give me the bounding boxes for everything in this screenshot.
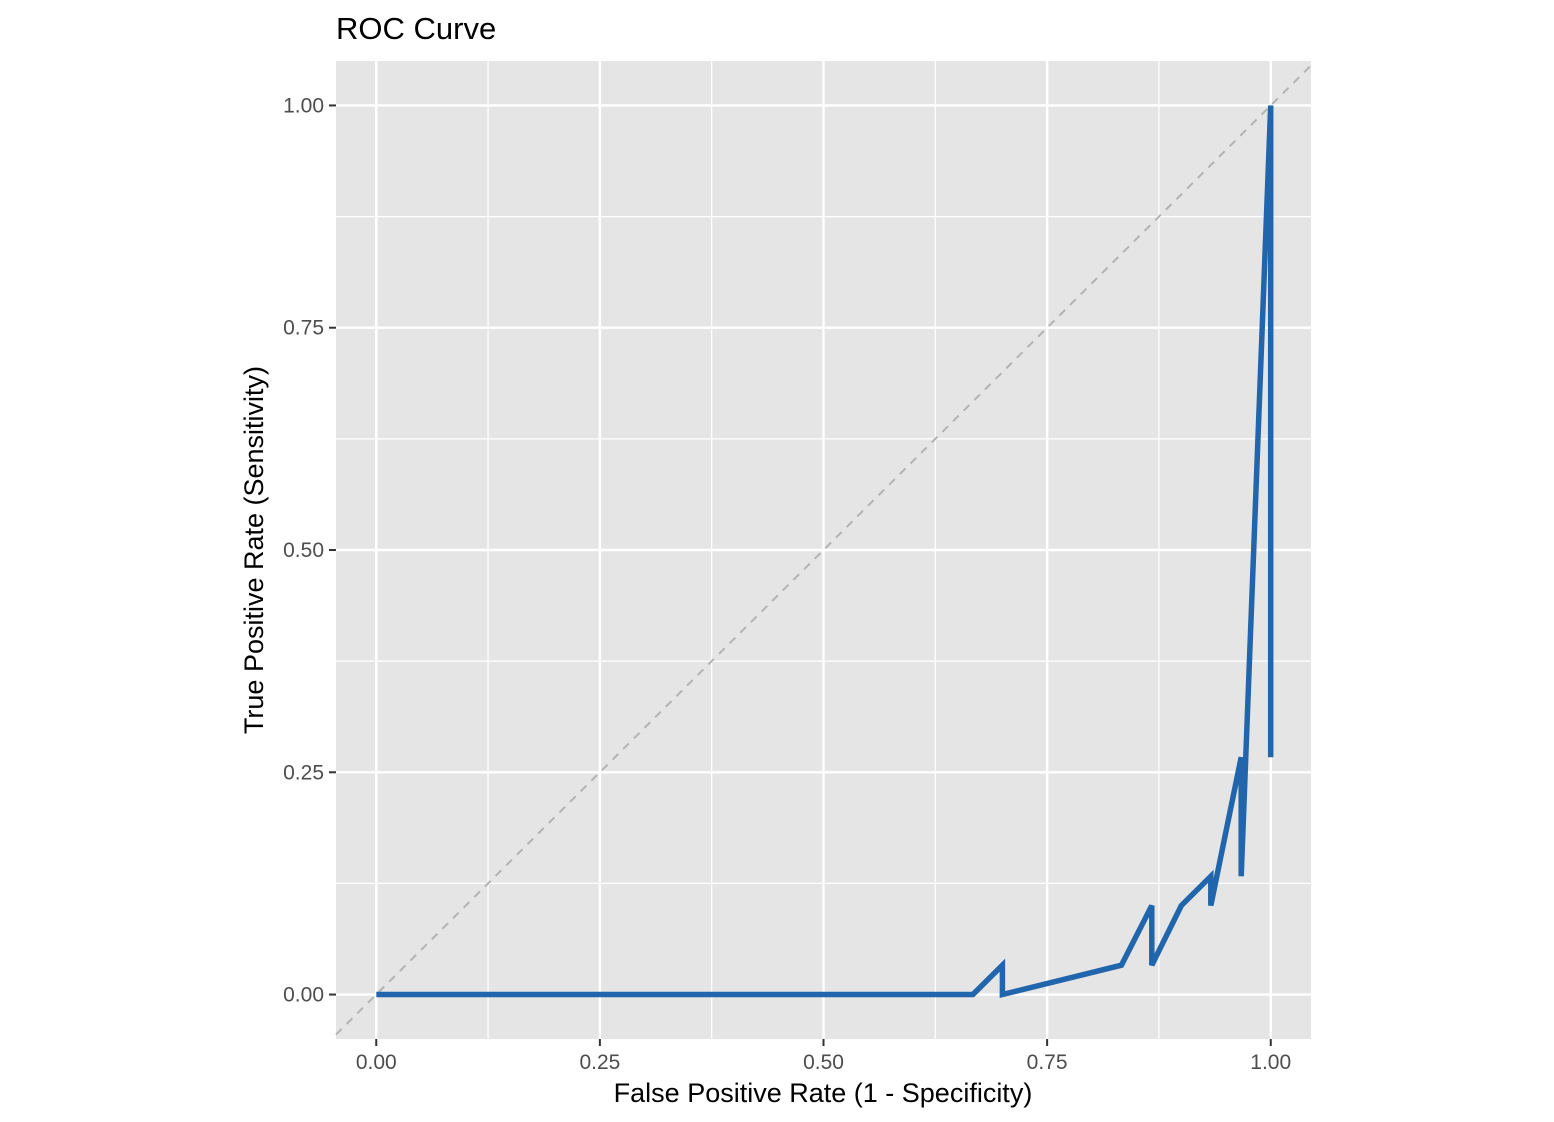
chart-title: ROC Curve xyxy=(336,11,496,46)
roc-curve-line xyxy=(376,105,1274,999)
reference-diagonal xyxy=(335,64,1312,1036)
y-axis-title: True Positive Rate (Sensitivity) xyxy=(239,366,269,734)
x-tick-label-2: 0.50 xyxy=(803,1051,844,1074)
y-axis-ticks: 0.00 0.25 0.50 0.75 1.00 xyxy=(283,94,336,1007)
x-axis-ticks: 0.00 0.25 0.50 0.75 1.00 xyxy=(356,1039,1291,1074)
x-tick-label-1: 0.25 xyxy=(579,1051,620,1074)
y-tick-label-3: 0.75 xyxy=(283,317,324,340)
y-tick-label-2: 0.50 xyxy=(283,539,324,562)
y-tick-label-1: 0.25 xyxy=(283,761,324,784)
x-axis-title: False Positive Rate (1 - Specificity) xyxy=(614,1078,1033,1108)
x-tick-label-3: 0.75 xyxy=(1027,1051,1068,1074)
x-tick-label-0: 0.00 xyxy=(356,1051,397,1074)
x-tick-label-4: 1.00 xyxy=(1250,1051,1291,1074)
y-tick-label-4: 1.00 xyxy=(283,94,324,117)
y-tick-label-0: 0.00 xyxy=(283,984,324,1007)
